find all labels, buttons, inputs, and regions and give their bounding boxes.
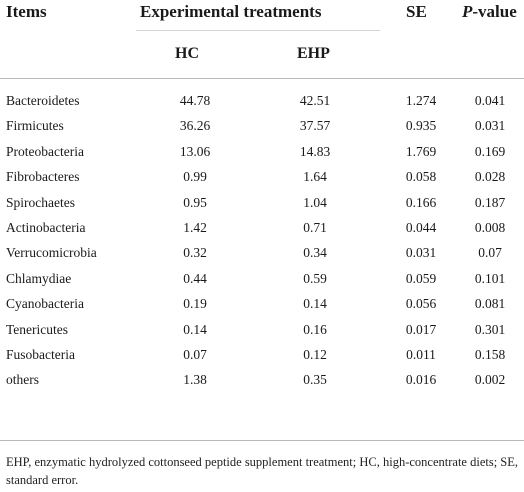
cell-item: Firmicutes: [6, 118, 64, 134]
cell-hc: 36.26: [179, 118, 211, 134]
table-row: Chlamydiae 0.44 0.59 0.059 0.101: [0, 266, 524, 292]
header-p-value: P-value: [462, 2, 517, 22]
cell-se: 1.769: [405, 143, 437, 159]
cell-ehp: 0.12: [303, 347, 327, 362]
cell-se: 0.031: [405, 245, 437, 261]
cell-item: Fibrobacteres: [6, 169, 80, 185]
cell-hc: 1.38: [183, 372, 207, 388]
cell-se: 1.274: [405, 93, 437, 108]
cell-se: 0.935: [405, 118, 437, 134]
cell-se: 0.059: [405, 270, 437, 286]
cell-se: 0.011: [406, 347, 436, 362]
header-hc: HC: [175, 45, 199, 62]
header-p-italic: P: [462, 2, 473, 21]
cell-item: Proteobacteria: [6, 143, 84, 159]
cell-hc: 0.99: [183, 169, 207, 185]
cell-ehp: 0.14: [303, 296, 327, 312]
cell-se: 0.058: [405, 169, 437, 185]
table-row: Spirochaetes 0.95 1.04 0.166 0.187: [0, 190, 524, 216]
cell-p-value: 0.002: [474, 372, 506, 388]
cell-p-value: 0.101: [474, 270, 506, 286]
cell-se: 0.056: [405, 296, 437, 312]
header-p-rest: -value: [472, 2, 517, 21]
cell-p-value: 0.07: [478, 245, 502, 261]
cell-p-value: 0.169: [474, 143, 506, 159]
cell-p-value: 0.081: [474, 296, 506, 312]
table-row: Cyanobacteria 0.19 0.14 0.056 0.081: [0, 291, 524, 317]
cell-p-value: 0.008: [474, 220, 506, 235]
cell-hc: 0.14: [183, 321, 207, 337]
cell-item: others: [6, 372, 39, 388]
cell-ehp: 0.34: [303, 245, 327, 261]
cell-ehp: 42.51: [299, 93, 331, 108]
table-footnote: EHP, enzymatic hydrolyzed cottonseed pep…: [6, 455, 519, 487]
cell-ehp: 0.59: [303, 270, 327, 286]
cell-ehp: 14.83: [299, 143, 331, 159]
cell-se: 0.016: [405, 372, 437, 388]
table-row: Firmicutes 36.26 37.57 0.935 0.031: [0, 113, 524, 139]
table-row: Fibrobacteres 0.99 1.64 0.058 0.028: [0, 164, 524, 190]
cell-ehp: 0.35: [303, 372, 327, 388]
table-row: Actinobacteria 1.42 0.71 0.044 0.008: [0, 215, 524, 241]
cell-hc: 0.44: [183, 270, 207, 286]
table-row: Fusobacteria 0.07 0.12 0.011 0.158: [0, 342, 524, 368]
cell-ehp: 0.16: [303, 321, 327, 337]
cell-p-value: 0.041: [474, 93, 506, 108]
table-row: Verrucomicrobia 0.32 0.34 0.031 0.07: [0, 240, 524, 266]
cell-item: Verrucomicrobia: [6, 245, 97, 261]
table-row: others 1.38 0.35 0.016 0.002: [0, 367, 524, 393]
cell-item: Cyanobacteria: [6, 296, 84, 312]
cell-hc: 13.06: [179, 143, 211, 159]
cell-hc: 0.95: [183, 194, 207, 210]
table-row: Proteobacteria 13.06 14.83 1.769 0.169: [0, 139, 524, 165]
cell-hc: 0.19: [183, 296, 207, 312]
table-row: Tenericutes 0.14 0.16 0.017 0.301: [0, 317, 524, 343]
cell-item: Bacteroidetes: [6, 93, 80, 108]
header-rule: [0, 78, 524, 79]
cell-ehp: 0.71: [303, 220, 327, 235]
cell-p-value: 0.028: [474, 169, 506, 185]
cell-ehp: 1.64: [303, 169, 327, 185]
cell-item: Chlamydiae: [6, 270, 72, 286]
cell-item: Fusobacteria: [6, 347, 75, 362]
header-experimental-treatments: Experimental treatments: [140, 2, 322, 21]
cell-p-value: 0.158: [474, 347, 506, 362]
cell-ehp: 37.57: [299, 118, 331, 134]
cell-item: Spirochaetes: [6, 194, 75, 210]
bottom-rule: [0, 440, 524, 441]
header-items: Items: [6, 2, 47, 21]
cell-hc: 0.07: [183, 347, 207, 362]
cell-hc: 0.32: [183, 245, 207, 261]
cell-item: Tenericutes: [6, 321, 69, 337]
header-se: SE: [406, 2, 427, 21]
table-row: Bacteroidetes 44.78 42.51 1.274 0.041: [0, 88, 524, 114]
cell-se: 0.017: [405, 321, 437, 337]
cell-hc: 44.78: [179, 93, 211, 108]
cell-item: Actinobacteria: [6, 220, 86, 235]
cell-se: 0.166: [405, 194, 437, 210]
cell-p-value: 0.031: [474, 118, 506, 134]
cell-p-value: 0.187: [474, 194, 506, 210]
spanner-rule: [136, 30, 380, 31]
header-ehp: EHP: [297, 45, 330, 62]
cell-p-value: 0.301: [474, 321, 506, 337]
cell-hc: 1.42: [183, 220, 207, 235]
cell-ehp: 1.04: [303, 194, 327, 210]
cell-se: 0.044: [405, 220, 437, 235]
